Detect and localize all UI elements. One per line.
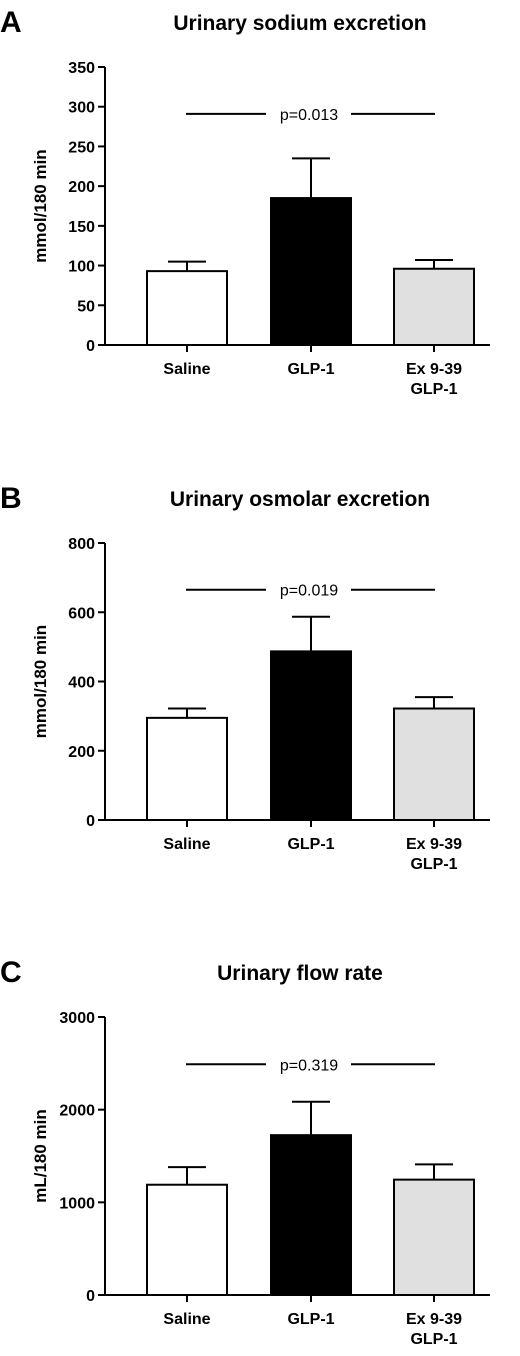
y-axis-label: mmol/180 min	[31, 149, 50, 262]
y-tick-label: 350	[68, 60, 95, 77]
chart-panel-c: C Urinary flow rate mL/180 min 0 1000 2000 300…	[0, 956, 490, 1348]
bar	[146, 1183, 228, 1297]
y-tick-label: 800	[68, 536, 95, 553]
y-axis-label: mL/180 min	[31, 1109, 50, 1203]
y-tick-label: 3000	[59, 1010, 95, 1027]
x-tick-label: GLP-1	[410, 1331, 457, 1348]
x-tick-label: GLP-1	[410, 856, 457, 873]
panel-letter: B	[0, 482, 22, 515]
bar	[146, 716, 228, 822]
y-tick-label: 100	[68, 259, 95, 276]
x-tick-label: Saline	[163, 1311, 210, 1328]
x-tick-label: GLP-1	[287, 836, 334, 853]
significance-label: p=0.013	[280, 107, 338, 124]
bar	[270, 650, 352, 821]
x-tick-label: GLP-1	[410, 381, 457, 398]
y-axis-label: mmol/180 min	[31, 625, 50, 738]
chart-title: Urinary sodium excretion	[173, 12, 426, 35]
significance-label: p=0.319	[280, 1057, 338, 1074]
bar	[146, 270, 228, 347]
chart-title: Urinary osmolar excretion	[170, 488, 430, 511]
y-tick-label: 200	[68, 179, 95, 196]
x-tick-label: Ex 9-39	[406, 1311, 462, 1328]
chart-panel-a: A Urinary sodium excretion mmol/180 min 0 50…	[0, 6, 490, 398]
y-tick-label: 150	[68, 219, 95, 236]
y-tick-label: 50	[77, 298, 95, 315]
panel-letter: C	[0, 956, 22, 989]
y-tick-label: 250	[68, 139, 95, 156]
y-tick-label: 600	[68, 605, 95, 622]
y-tick-label: 300	[68, 100, 95, 117]
y-tick-label: 2000	[59, 1103, 95, 1120]
significance-label: p=0.019	[280, 583, 338, 600]
bar	[270, 1134, 352, 1297]
x-tick-label: Saline	[163, 361, 210, 378]
x-tick-label: GLP-1	[287, 361, 334, 378]
bar	[393, 1178, 475, 1297]
y-tick-label: 200	[68, 744, 95, 761]
y-tick-label: 0	[86, 813, 95, 830]
y-tick-label: 400	[68, 675, 95, 692]
x-tick-label: Saline	[163, 836, 210, 853]
x-tick-label: Ex 9-39	[406, 361, 462, 378]
panel-letter: A	[0, 6, 22, 39]
y-tick-label: 0	[86, 338, 95, 355]
y-tick-label: 1000	[59, 1195, 95, 1212]
x-tick-label: GLP-1	[287, 1311, 334, 1328]
chart-title: Urinary flow rate	[217, 962, 383, 985]
bar	[393, 267, 475, 346]
chart-panel-b: B Urinary osmolar excretion mmol/180 min 0 2…	[0, 482, 490, 873]
bar	[270, 197, 352, 346]
y-tick-label: 0	[86, 1288, 95, 1305]
bar	[393, 707, 475, 822]
x-tick-label: Ex 9-39	[406, 836, 462, 853]
